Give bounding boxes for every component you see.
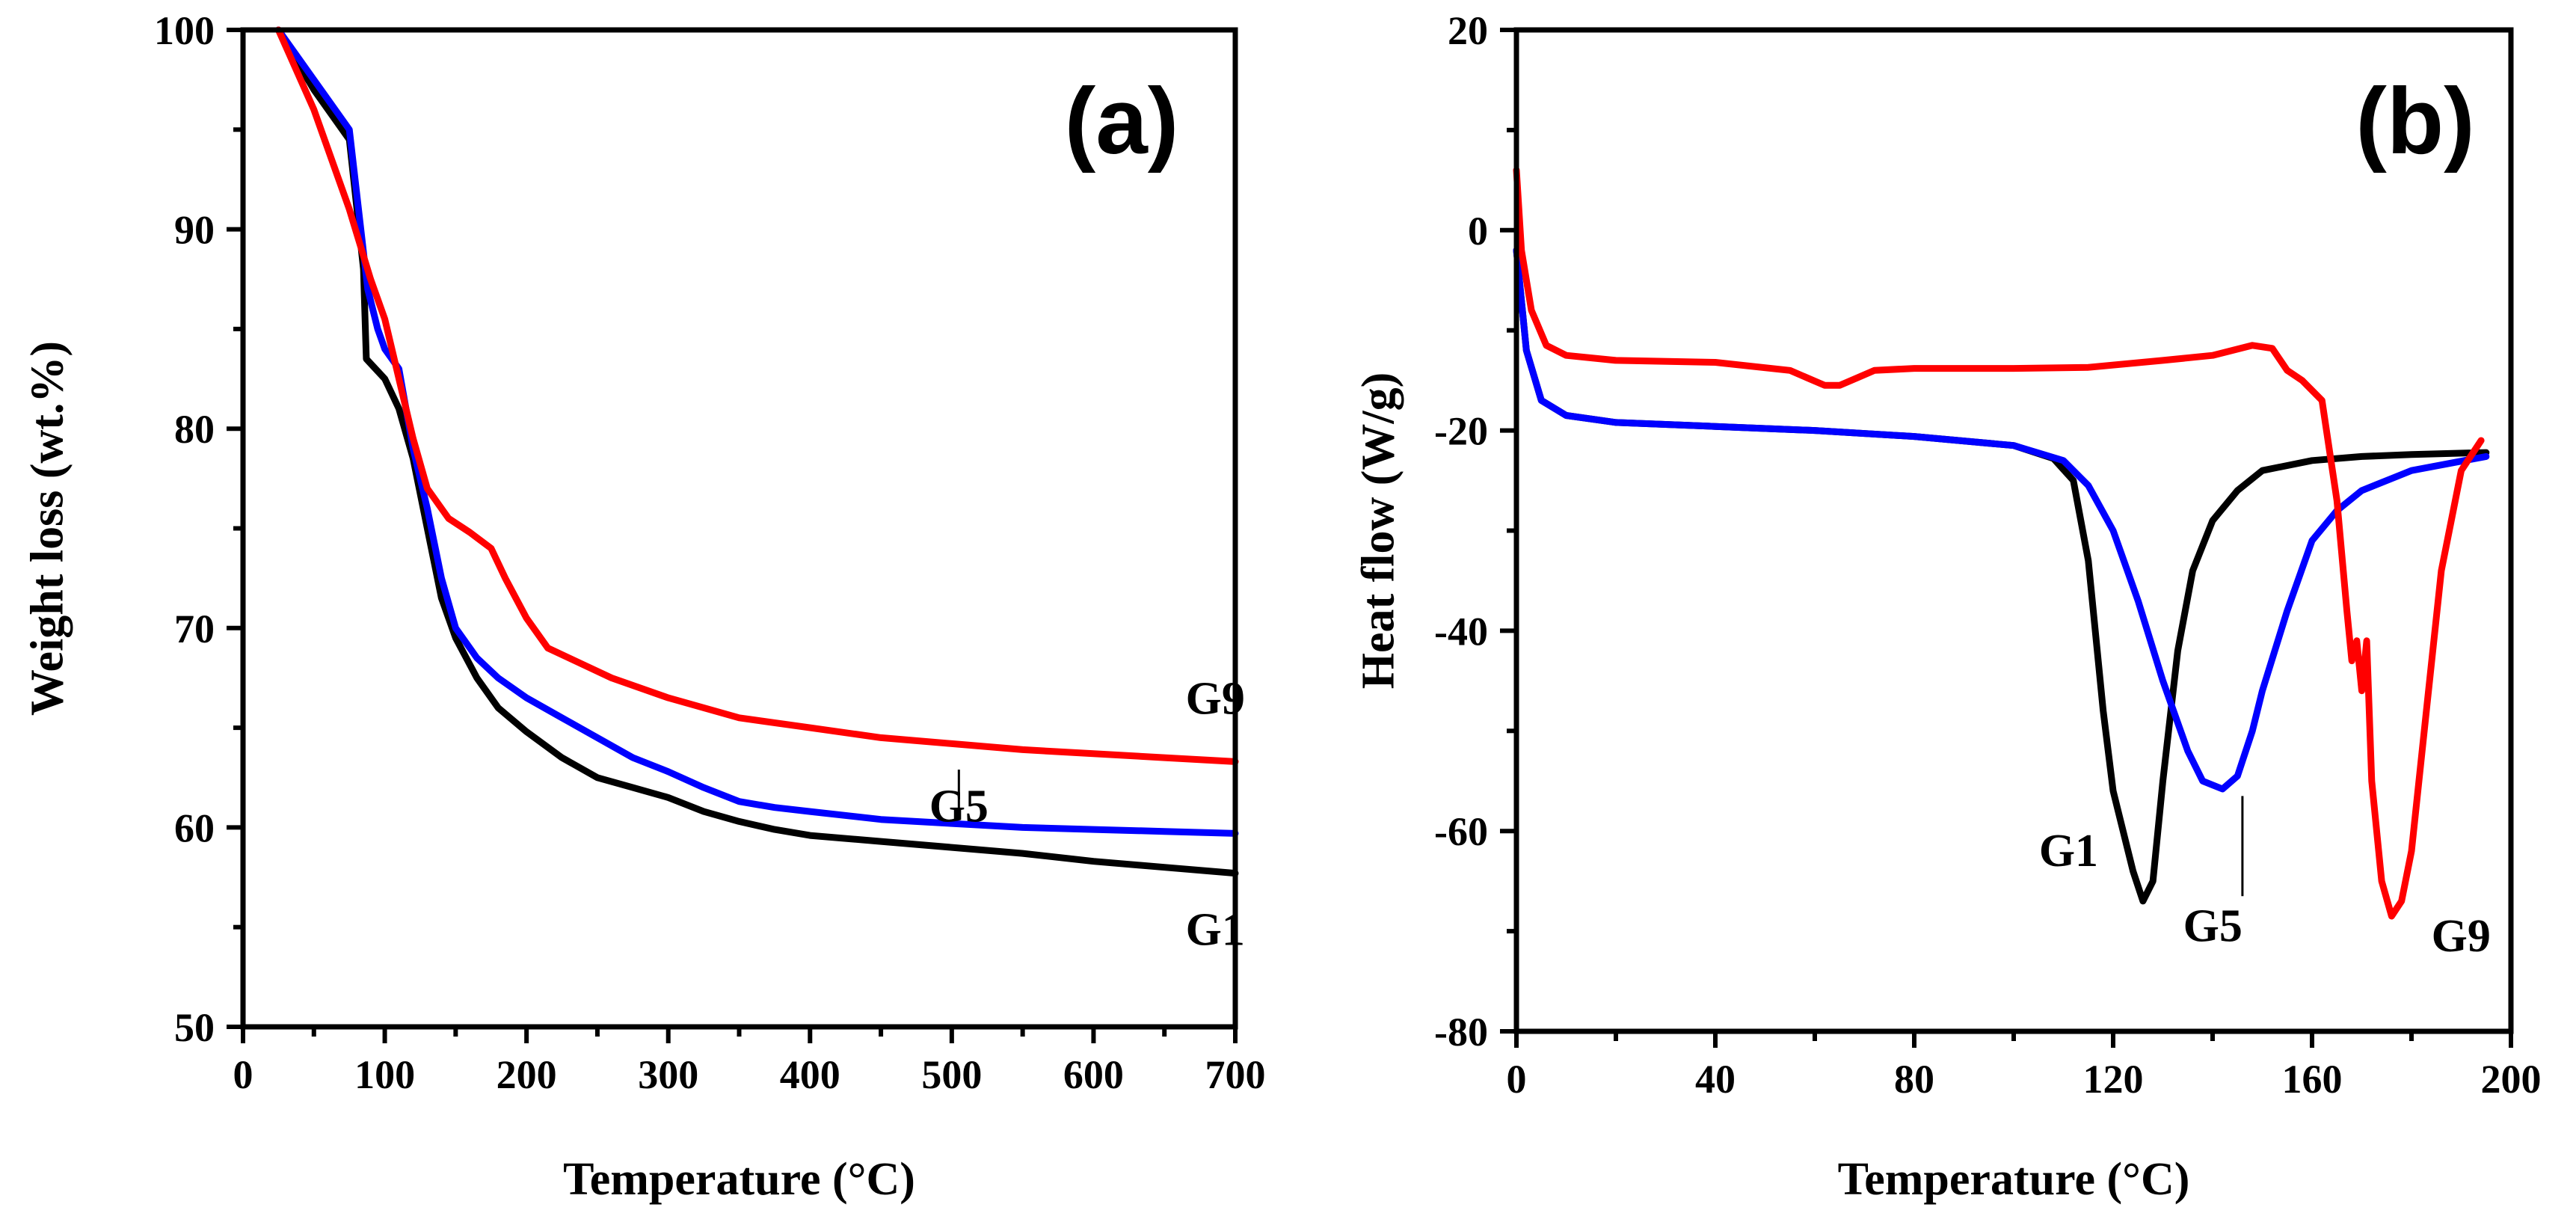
y-tick-label: -40 — [1434, 609, 1488, 654]
panel-label: (b) — [2355, 70, 2475, 174]
y-tick-label: -20 — [1434, 409, 1488, 454]
x-tick-label: 700 — [1205, 1052, 1266, 1097]
series-line-g9 — [274, 26, 1239, 765]
y-tick-label: 70 — [174, 607, 215, 651]
series-group — [274, 26, 1239, 877]
x-tick-label: 0 — [233, 1052, 253, 1097]
annotation-g9: G9 — [1186, 673, 1245, 724]
y-tick-label: 90 — [174, 208, 215, 253]
y-tick-label: 100 — [154, 8, 215, 53]
chart-panel-b: 0 40 80 120 160 200 -80 -60 -40 -20 0 20 Temperature… — [1353, 8, 2542, 1205]
series-line-g1 — [274, 26, 1239, 877]
x-tick-label: 400 — [780, 1052, 840, 1097]
y-ticks: -80 -60 -40 -20 0 20 — [1434, 8, 1516, 1055]
series-line-g9 — [1513, 167, 2485, 920]
x-tick-label: 40 — [1695, 1057, 1736, 1102]
y-tick-label: 60 — [174, 805, 215, 850]
annotations: G1 G5 G9 — [2039, 796, 2491, 962]
y-axis-title: Weight loss (wt.%) — [22, 341, 73, 716]
y-tick-label: -60 — [1434, 809, 1488, 854]
x-axis-title: Temperature (°C) — [563, 1154, 915, 1205]
annotation-g5: G5 — [2183, 900, 2243, 951]
y-tick-label: 20 — [1448, 8, 1488, 53]
plot-frame — [1513, 27, 2514, 1034]
x-tick-label: 600 — [1063, 1052, 1124, 1097]
x-tick-label: 120 — [2083, 1057, 2144, 1102]
series-group — [1513, 167, 2490, 920]
chart-panel-a: 0 100 200 300 400 500 600 700 50 60 70 80 90 100 Tempe… — [22, 8, 1266, 1205]
x-tick-label: 500 — [921, 1052, 982, 1097]
series-line-g5 — [274, 26, 1239, 837]
annotation-g1: G1 — [1186, 905, 1245, 956]
annotation-g1: G1 — [2039, 826, 2098, 877]
plot-frame — [240, 27, 1238, 1030]
annotation-g9: G9 — [2432, 911, 2491, 962]
x-tick-label: 0 — [1507, 1057, 1527, 1102]
y-tick-label: 50 — [174, 1005, 215, 1050]
y-tick-label: 0 — [1468, 209, 1488, 254]
x-tick-label: 300 — [638, 1052, 698, 1097]
x-tick-label: 200 — [2481, 1057, 2542, 1102]
x-tick-label: 100 — [354, 1052, 415, 1097]
panel-label: (a) — [1065, 70, 1179, 174]
x-tick-label: 160 — [2282, 1057, 2343, 1102]
y-axis-title: Heat flow (W/g) — [1353, 372, 1404, 690]
x-axis-title: Temperature (°C) — [1838, 1154, 2190, 1205]
x-tick-label: 80 — [1894, 1057, 1934, 1102]
y-tick-label: 80 — [174, 407, 215, 452]
x-tick-label: 200 — [497, 1052, 557, 1097]
x-ticks: 0 100 200 300 400 500 600 700 — [233, 1027, 1266, 1097]
x-ticks: 0 40 80 120 160 200 — [1507, 1031, 2542, 1102]
y-tick-label: -80 — [1434, 1010, 1488, 1055]
y-ticks: 50 60 70 80 90 100 — [154, 8, 243, 1050]
series-line-g5 — [1513, 247, 2490, 793]
